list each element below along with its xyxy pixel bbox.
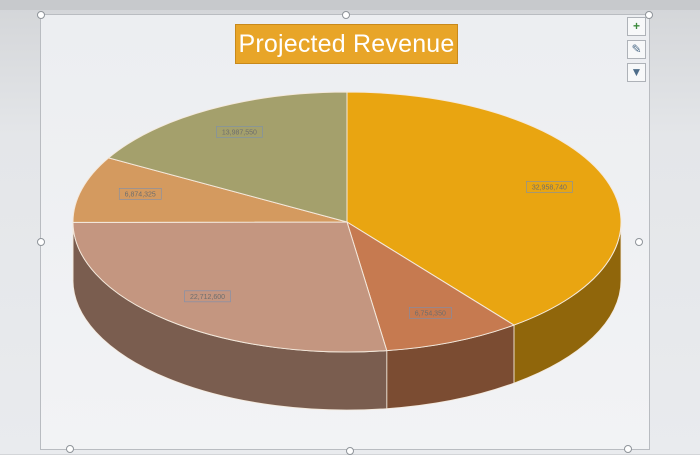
data-label-5[interactable]: 13,987,550 (222, 129, 257, 136)
data-label-3[interactable]: 22,712,600 (190, 294, 225, 301)
data-label-2[interactable]: 6,754,350 (415, 310, 446, 317)
data-label-4[interactable]: 6,874,325 (125, 191, 156, 198)
data-label-1[interactable]: 32,958,740 (532, 184, 567, 191)
